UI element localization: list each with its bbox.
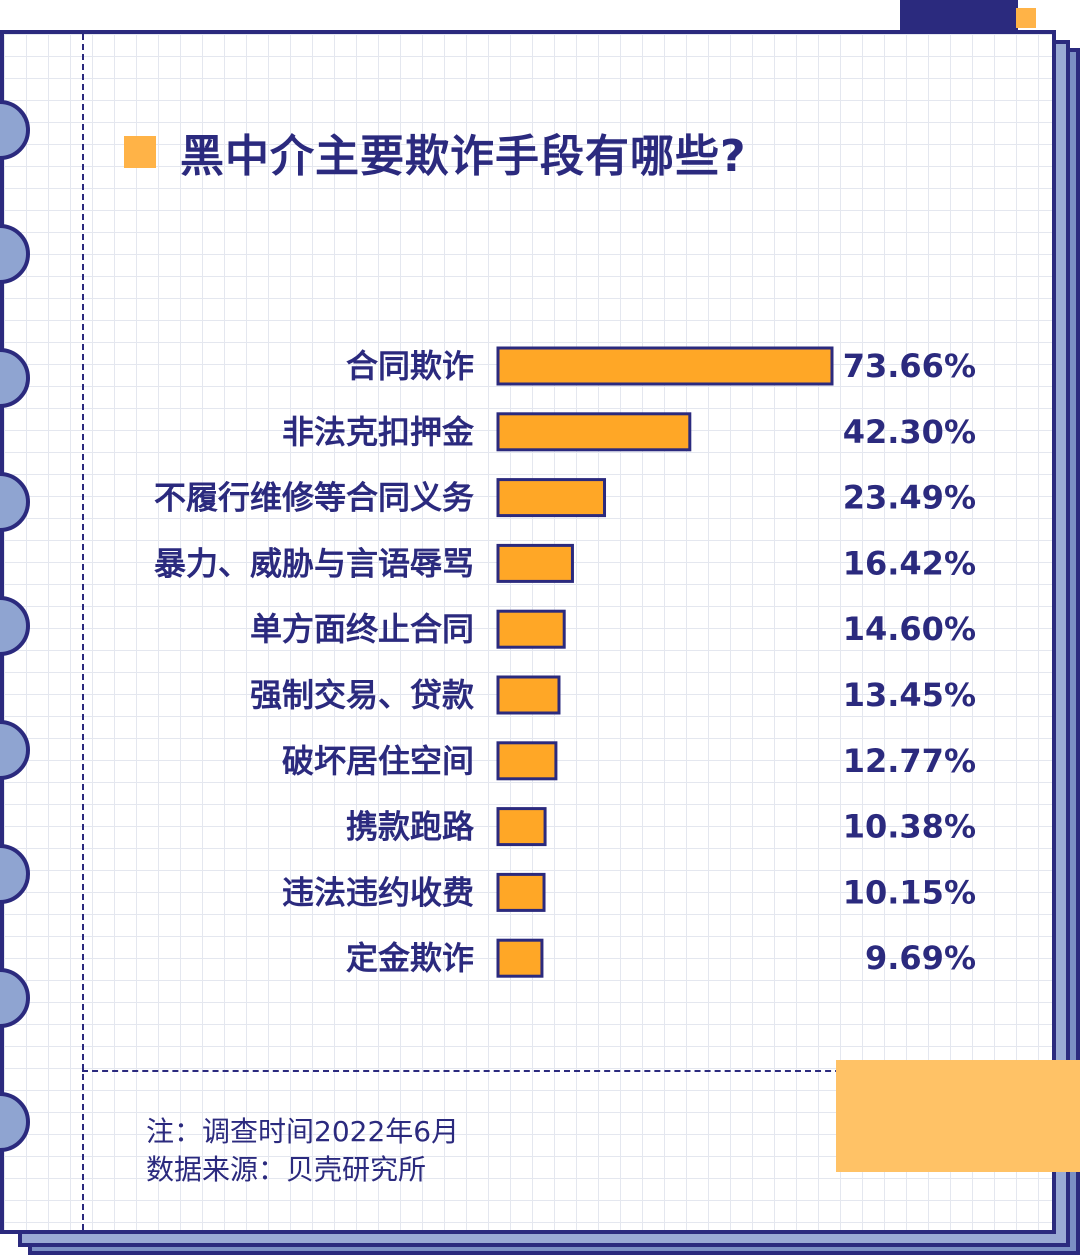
corner-decoration (836, 1060, 1080, 1172)
value-label: 42.30% (843, 413, 976, 451)
category-label: 携款跑路 (346, 808, 475, 846)
value-label: 12.77% (843, 742, 976, 780)
category-label: 合同欺诈 (346, 347, 474, 385)
category-label: 破坏居住空间 (282, 742, 474, 780)
source-note: 数据来源：贝壳研究所 (146, 1153, 427, 1186)
bar (496, 807, 547, 847)
bar (496, 872, 546, 912)
margin-dashed-line (82, 34, 84, 1230)
value-label: 16.42% (843, 544, 976, 582)
chart-title: 黑中介主要欺诈手段有哪些? (180, 131, 747, 182)
survey-time-note: 注：调查时间2022年6月 (146, 1115, 460, 1148)
bar (496, 543, 574, 583)
bar (496, 412, 692, 452)
footer-dashed-line (82, 1070, 1052, 1072)
category-label: 暴力、威胁与言语辱骂 (154, 544, 474, 582)
bar (496, 741, 558, 781)
value-label: 10.15% (843, 873, 976, 911)
value-label: 9.69% (865, 939, 976, 977)
category-label: 强制交易、贷款 (250, 676, 474, 714)
value-label: 13.45% (843, 676, 976, 714)
value-label: 73.66% (843, 347, 976, 385)
bar (496, 346, 834, 386)
bar (496, 609, 566, 649)
top-tab-accent (1016, 8, 1036, 28)
title-square-marker (124, 136, 156, 168)
category-label: 非法克扣押金 (282, 413, 475, 451)
value-label: 23.49% (843, 479, 976, 517)
category-label: 不履行维修等合同义务 (154, 479, 474, 517)
value-label: 14.60% (843, 610, 976, 648)
category-label: 单方面终止合同 (250, 610, 474, 648)
category-label: 定金欺诈 (346, 939, 474, 977)
value-label: 10.38% (843, 808, 976, 846)
bar (496, 675, 561, 715)
top-tab-decoration (900, 0, 1018, 34)
category-label: 违法违约收费 (282, 873, 474, 911)
bar (496, 478, 607, 518)
bar (496, 938, 544, 978)
